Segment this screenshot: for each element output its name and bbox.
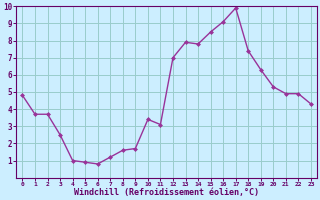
X-axis label: Windchill (Refroidissement éolien,°C): Windchill (Refroidissement éolien,°C) xyxy=(74,188,259,197)
